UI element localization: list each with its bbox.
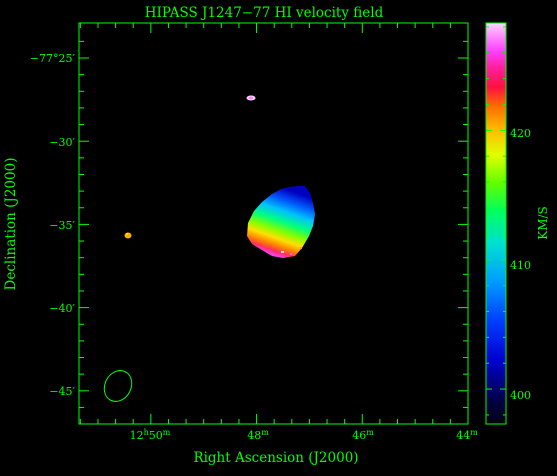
y-axis-label: Declination (J2000): [3, 158, 19, 291]
emission-clump-magenta-core: [248, 96, 254, 100]
colorbar-ticks: [486, 26, 506, 416]
galaxy-velocity-blob: [247, 186, 315, 258]
x-tick-labels: 12h50m 48m 46m 44m: [130, 428, 479, 442]
y-tick-labels: −77°25′ −30′ −35′ −40′ −45′: [30, 52, 76, 398]
colorbar-tick-label: 410: [510, 259, 531, 272]
y-tick-label: −40′: [49, 302, 75, 315]
pixel-speckle: [126, 233, 128, 235]
colorbar-label: KM/S: [536, 206, 550, 240]
axis-ticks: [79, 23, 469, 424]
x-tick-label: 12h50m: [130, 428, 171, 442]
x-tick-label: 48m: [247, 428, 269, 442]
colorbar-tick-labels: 420 410 400: [510, 127, 531, 402]
pixel-speckle: [290, 253, 292, 255]
plot-frame: [78, 22, 469, 425]
pixel-speckle: [281, 251, 284, 253]
beam-ellipse: [103, 370, 133, 402]
velocity-map: [103, 95, 315, 402]
x-axis-label: Right Ascension (J2000): [193, 450, 358, 466]
y-tick-label: −77°25′: [30, 52, 76, 65]
colorbar: [485, 22, 507, 425]
x-tick-label: 46m: [352, 428, 374, 442]
y-tick-label: −30′: [49, 136, 75, 149]
pixel-speckle: [300, 247, 302, 249]
y-tick-label: −35′: [49, 219, 75, 232]
plot-title: HIPASS J1247−77 HI velocity field: [145, 5, 384, 21]
colorbar-tick-label: 400: [510, 389, 531, 402]
colorbar-tick-label: 420: [510, 127, 531, 140]
y-tick-label: −45′: [49, 385, 75, 398]
x-tick-label: 44m: [456, 428, 478, 442]
